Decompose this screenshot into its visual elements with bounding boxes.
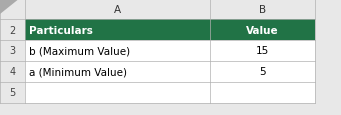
Bar — [0, 61, 25, 82]
Bar — [210, 82, 315, 103]
Text: b (Maximum Value): b (Maximum Value) — [29, 46, 130, 56]
Text: Value: Value — [246, 25, 279, 35]
Bar — [210, 61, 315, 82]
Text: B: B — [259, 5, 266, 15]
Text: a (Minimum Value): a (Minimum Value) — [29, 67, 127, 77]
Text: 15: 15 — [256, 46, 269, 56]
Bar — [25, 0, 210, 20]
Text: 5: 5 — [9, 88, 16, 98]
Text: 2: 2 — [9, 25, 16, 35]
Bar — [210, 20, 315, 41]
Bar — [0, 41, 25, 61]
Bar — [210, 41, 315, 61]
Text: A: A — [114, 5, 121, 15]
Bar — [25, 82, 210, 103]
Text: 5: 5 — [259, 67, 266, 77]
Bar — [0, 20, 25, 41]
Bar — [25, 20, 210, 41]
Text: 4: 4 — [10, 67, 16, 77]
Bar — [0, 0, 25, 20]
Bar — [210, 0, 315, 20]
Bar — [0, 82, 25, 103]
Polygon shape — [0, 0, 19, 15]
Bar — [25, 61, 210, 82]
Text: Particulars: Particulars — [29, 25, 93, 35]
Bar — [25, 41, 210, 61]
Text: 3: 3 — [10, 46, 16, 56]
